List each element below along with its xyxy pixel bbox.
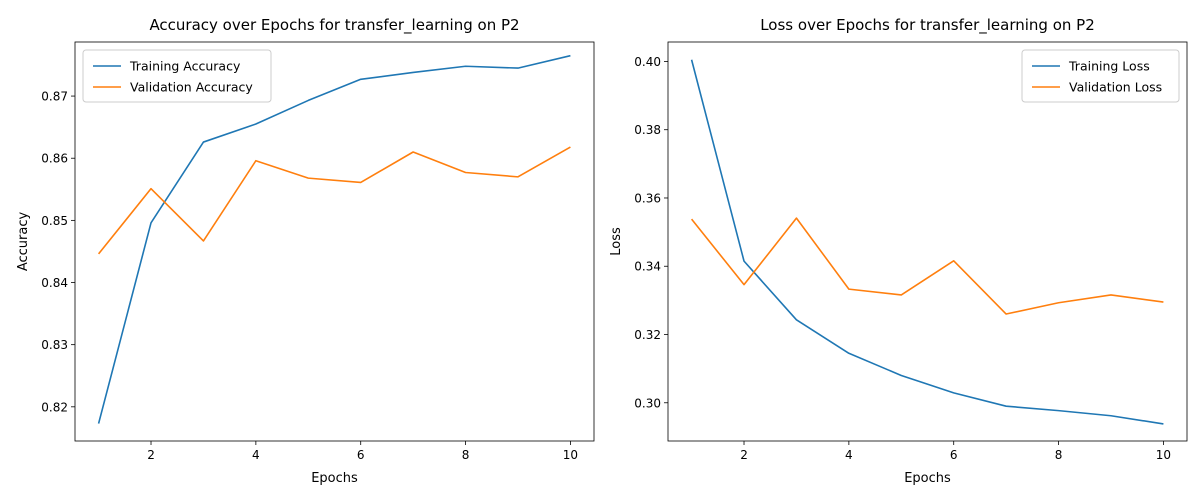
accuracy-chart: Accuracy over Epochs for transfer_learni… (16, 16, 595, 486)
accuracy-x-tick-label: 10 (563, 448, 578, 462)
accuracy-series-line-training-accuracy (97, 54, 571, 424)
accuracy-legend-label: Training Accuracy (129, 59, 241, 74)
loss-x-tick-label: 8 (1055, 448, 1063, 462)
loss-legend-label: Validation Loss (1069, 80, 1162, 95)
loss-y-tick-label: 0.36 (634, 191, 661, 205)
loss-y-tick-label: 0.38 (634, 123, 661, 137)
accuracy-chart-title: Accuracy over Epochs for transfer_learni… (149, 16, 519, 35)
loss-y-tick-label: 0.30 (634, 396, 661, 410)
loss-chart-title: Loss over Epochs for transfer_learning o… (760, 16, 1095, 35)
loss-y-tick-label: 0.40 (634, 55, 661, 69)
loss-y-tick-label: 0.32 (634, 328, 661, 342)
accuracy-plot-frame (74, 41, 595, 442)
loss-legend: Training Loss Validation Loss (1021, 49, 1180, 103)
loss-x-tick-label: 10 (1156, 448, 1171, 462)
loss-series-line-validation-loss (690, 217, 1164, 315)
loss-x-tick-label: 6 (950, 448, 958, 462)
loss-plot-frame (667, 41, 1188, 442)
loss-legend-label: Training Loss (1068, 59, 1150, 74)
loss-x-tick-label: 4 (845, 448, 853, 462)
accuracy-y-axis-label: Accuracy (16, 212, 31, 272)
loss-series-line-training-loss (690, 59, 1164, 425)
accuracy-y-tick-label: 0.82 (41, 400, 68, 414)
accuracy-series-line-validation-accuracy (97, 146, 571, 255)
loss-x-tick-label: 2 (740, 448, 748, 462)
accuracy-y-tick-label: 0.87 (41, 90, 68, 104)
accuracy-y-tick-label: 0.84 (41, 276, 68, 290)
loss-y-tick-label: 0.34 (634, 260, 661, 274)
accuracy-y-tick-label: 0.85 (41, 214, 68, 228)
accuracy-x-tick-label: 2 (147, 448, 155, 462)
accuracy-x-axis-label: Epochs (311, 471, 358, 486)
loss-chart: Loss over Epochs for transfer_learning o… (609, 16, 1188, 486)
accuracy-y-tick-label: 0.86 (41, 152, 68, 166)
loss-legend-box (1021, 49, 1180, 103)
accuracy-legend-box (82, 49, 272, 103)
accuracy-y-tick-label: 0.83 (41, 338, 68, 352)
accuracy-x-tick-label: 6 (357, 448, 365, 462)
accuracy-legend: Training Accuracy Validation Accuracy (82, 49, 272, 103)
accuracy-x-tick-label: 8 (462, 448, 470, 462)
loss-y-axis-label: Loss (609, 227, 624, 256)
accuracy-legend-label: Validation Accuracy (130, 80, 253, 95)
loss-x-axis-label: Epochs (904, 471, 951, 486)
accuracy-x-tick-label: 4 (252, 448, 260, 462)
